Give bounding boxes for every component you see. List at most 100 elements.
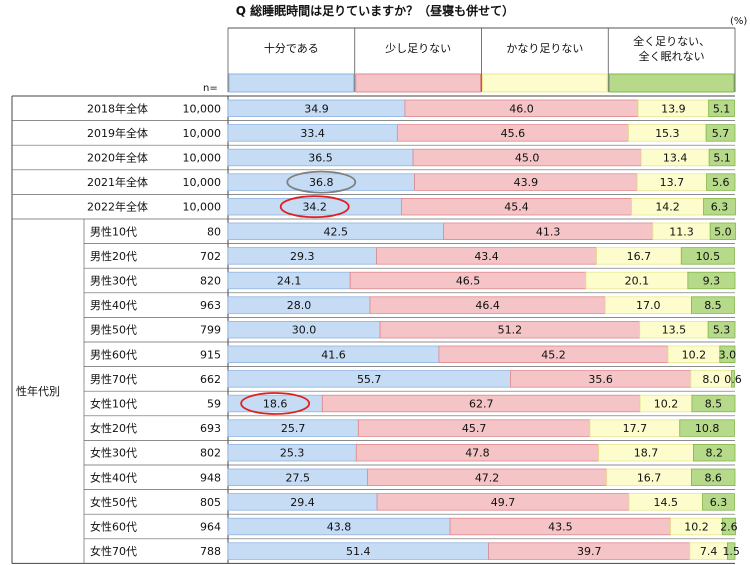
data-label: 0.6 bbox=[724, 373, 742, 386]
data-label: 62.7 bbox=[469, 398, 494, 411]
data-label: 27.5 bbox=[285, 471, 310, 484]
data-label: 45.7 bbox=[462, 422, 487, 435]
bar-segment-4 bbox=[709, 222, 736, 241]
data-label: 43.4 bbox=[474, 250, 499, 263]
bar-segment-4 bbox=[679, 419, 735, 437]
highlight-marks bbox=[240, 170, 357, 415]
data-label: 36.5 bbox=[308, 152, 333, 165]
row-label: 2022年全体 bbox=[87, 200, 148, 214]
data-label: 33.4 bbox=[300, 127, 325, 140]
bar-segment-4 bbox=[690, 468, 736, 487]
table-row: 男性40代 963 bbox=[90, 298, 221, 312]
data-label: 51.2 bbox=[498, 324, 523, 337]
row-n: 10,000 bbox=[183, 127, 222, 140]
row-n: 10,000 bbox=[183, 102, 222, 115]
data-label: 18.6 bbox=[263, 398, 288, 411]
row-n: 964 bbox=[200, 521, 221, 534]
data-label: 29.4 bbox=[290, 496, 315, 509]
bar-segment-4 bbox=[703, 197, 736, 216]
n-header: n= bbox=[203, 83, 218, 94]
bar-segment-4 bbox=[680, 247, 735, 265]
unit-label: (%) bbox=[730, 16, 748, 27]
data-label: 5.6 bbox=[712, 176, 730, 189]
table-row: 2018年全体 10,000 bbox=[87, 101, 221, 115]
table-row: 男性20代 702 bbox=[90, 249, 221, 263]
bar-segment-4 bbox=[731, 370, 735, 388]
table-row: 2019年全体 10,000 bbox=[87, 126, 221, 140]
legend-label-1: 十分である bbox=[264, 41, 319, 55]
row-label: 男性20代 bbox=[90, 249, 137, 263]
legend-swatch-2 bbox=[355, 73, 481, 93]
data-label: 8.0 bbox=[702, 373, 720, 386]
data-label: 8.5 bbox=[705, 398, 723, 411]
data-label: 46.5 bbox=[456, 275, 481, 288]
bar-segment-4 bbox=[706, 173, 736, 191]
row-label: 女性10代 bbox=[90, 397, 137, 411]
row-label: 男性10代 bbox=[90, 224, 137, 238]
data-label: 46.4 bbox=[475, 299, 500, 312]
legend-label-4: 全く足りない、全く眠れない bbox=[633, 34, 710, 63]
row-label: 男性60代 bbox=[90, 347, 137, 361]
row-label: 2019年全体 bbox=[87, 126, 148, 140]
data-label: 30.0 bbox=[292, 324, 317, 337]
group-label: 性年代別 bbox=[16, 384, 60, 398]
table-row: 2022年全体 10,000 bbox=[87, 200, 221, 214]
table-row: 女性50代 805 bbox=[90, 495, 221, 509]
data-label: 14.2 bbox=[655, 201, 680, 214]
data-label: 8.5 bbox=[704, 299, 722, 312]
row-n: 693 bbox=[200, 422, 221, 435]
data-label: 3.0 bbox=[719, 348, 737, 361]
row-n: 662 bbox=[200, 373, 221, 386]
data-label: 25.7 bbox=[281, 422, 306, 435]
table-row: 男性50代 799 bbox=[90, 323, 221, 337]
row-label: 2018年全体 bbox=[87, 101, 148, 115]
data-label: 20.1 bbox=[625, 275, 650, 288]
legend-swatch-4 bbox=[608, 73, 735, 93]
data-label: 43.5 bbox=[548, 521, 573, 534]
data-label: 41.6 bbox=[321, 348, 346, 361]
data-label: 29.3 bbox=[290, 250, 315, 263]
data-label: 18.7 bbox=[634, 447, 659, 460]
row-n: 10,000 bbox=[183, 152, 222, 165]
highlight-ellipse bbox=[240, 392, 311, 415]
data-label: 9.3 bbox=[703, 275, 721, 288]
data-label: 8.6 bbox=[704, 471, 722, 484]
data-label: 51.4 bbox=[346, 545, 371, 558]
bar-segment-4 bbox=[691, 394, 736, 413]
table-row: 女性10代 59 bbox=[90, 397, 221, 411]
row-n: 10,000 bbox=[183, 201, 222, 214]
row-n: 80 bbox=[207, 225, 221, 238]
data-label: 47.8 bbox=[465, 447, 490, 460]
data-label: 42.5 bbox=[323, 225, 348, 238]
data-label: 11.3 bbox=[669, 225, 694, 238]
data-label: 5.7 bbox=[712, 127, 730, 140]
highlight-ellipse bbox=[286, 170, 357, 194]
row-n: 963 bbox=[200, 299, 221, 312]
table-row: 女性30代 802 bbox=[90, 446, 221, 460]
row-n: 788 bbox=[200, 545, 221, 558]
row-n: 820 bbox=[200, 275, 221, 288]
data-label: 17.0 bbox=[636, 299, 661, 312]
row-label: 女性20代 bbox=[90, 421, 137, 435]
row-label: 女性60代 bbox=[90, 520, 137, 534]
data-label: 5.0 bbox=[714, 225, 732, 238]
legend-header: 十分である 少し足りない かなり足りない 全く足りない、全く眠れない bbox=[227, 27, 736, 93]
row-label: 男性30代 bbox=[90, 274, 137, 288]
data-label: 25.3 bbox=[280, 447, 305, 460]
table-row: 女性20代 693 bbox=[90, 421, 221, 435]
bar-segment-4 bbox=[719, 345, 736, 364]
bar-segment-4 bbox=[693, 443, 736, 462]
data-label: 2.6 bbox=[720, 521, 738, 534]
data-label: 46.0 bbox=[509, 102, 534, 115]
data-label: 35.6 bbox=[588, 373, 613, 386]
data-label: 13.7 bbox=[660, 176, 685, 189]
data-label: 16.7 bbox=[637, 471, 662, 484]
table-row: 男性10代 80 bbox=[90, 224, 221, 238]
data-label: 45.4 bbox=[504, 201, 529, 214]
table-row: 男性30代 820 bbox=[90, 274, 221, 288]
bars bbox=[227, 99, 736, 560]
row-label: 男性50代 bbox=[90, 323, 137, 337]
table-row: 男性70代 662 bbox=[90, 372, 221, 386]
data-label: 36.8 bbox=[309, 176, 334, 189]
data-label: 5.1 bbox=[713, 152, 731, 165]
